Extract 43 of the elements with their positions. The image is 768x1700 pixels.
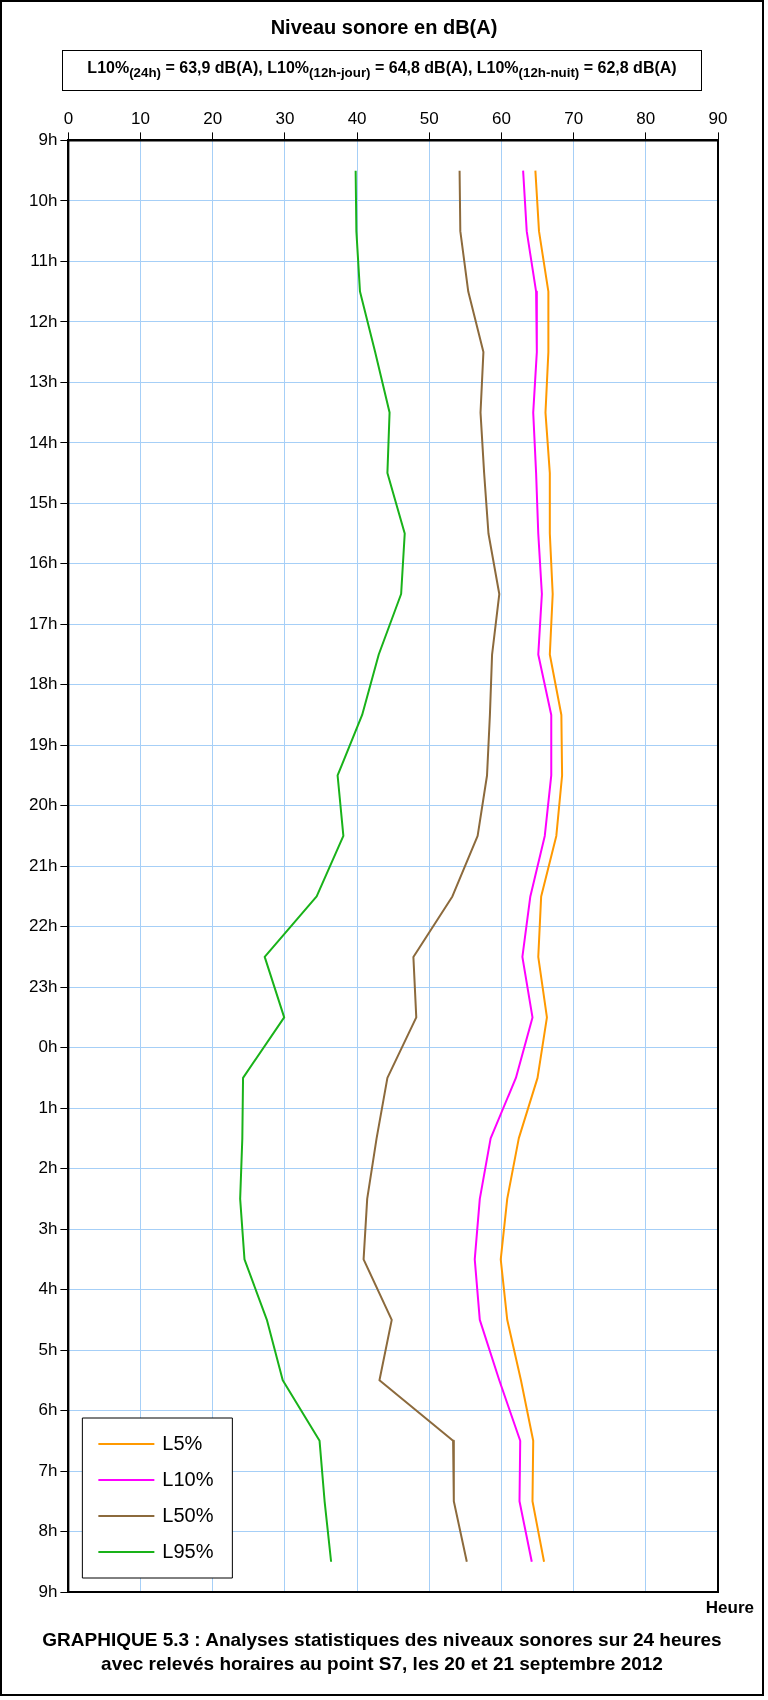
y-tick-label: 23h	[28, 976, 58, 996]
y-tick-label: 19h	[28, 734, 58, 754]
y-tick-label: 21h	[28, 855, 58, 875]
y-tick-label: 17h	[28, 613, 58, 633]
y-tick-label: 10h	[28, 190, 58, 210]
y-tick-label: 22h	[28, 916, 58, 936]
legend-label: L95%	[162, 1539, 214, 1562]
x-tick-label: 80	[636, 108, 656, 128]
y-tick-label: 14h	[28, 432, 58, 452]
y-tick-label: 20h	[28, 795, 58, 815]
y-tick-label: 9h	[38, 130, 58, 150]
legend-label: L5%	[162, 1431, 203, 1454]
y-tick-label: 0h	[38, 1037, 58, 1057]
x-tick-label: 70	[564, 108, 584, 128]
x-tick-label: 0	[63, 108, 74, 128]
y-tick-label: 4h	[38, 1279, 58, 1299]
legend-label: L10%	[162, 1467, 214, 1490]
y-tick-label: 5h	[38, 1339, 58, 1359]
x-tick-label: 50	[419, 108, 439, 128]
y-tick-label: 15h	[28, 492, 58, 512]
y-tick-label: 12h	[28, 311, 58, 331]
y-tick-label: 16h	[28, 553, 58, 573]
y-tick-label: 2h	[38, 1158, 58, 1178]
y-tick-label: 6h	[38, 1400, 58, 1420]
y-tick-label: 13h	[28, 372, 58, 392]
y-tick-label: 7h	[38, 1460, 58, 1480]
x-tick-label: 30	[275, 108, 295, 128]
x-axis-title: Niveau sonore en dB(A)	[269, 16, 499, 39]
y-tick-label: 11h	[30, 251, 58, 271]
x-tick-label: 60	[491, 108, 511, 128]
text: L10%$_{(24h)}$ = 63,9 dB(A), L10%$_{(12h-jour)}$ = 64,8 dB(A), L10%$_{(12h-nuit)}$ = 62,8 dB(A)	[62, 50, 702, 92]
x-tick-label: 20	[203, 108, 223, 128]
x-tick-label: 10	[131, 108, 151, 128]
y-tick-label: 8h	[38, 1521, 58, 1541]
y-tick-label: 9h	[38, 1581, 58, 1601]
x-tick-label: 90	[708, 108, 728, 128]
text: GRAPHIQUE 5.3 : Analyses statistiques des niveaux sonores sur 24 heures avec relevés horaires au point S7, les 20 et 21 septembre 2012	[41, 1628, 723, 1676]
y-tick-label: 3h	[38, 1218, 58, 1238]
y-tick-label: 18h	[28, 674, 58, 694]
y-tick-label: 1h	[38, 1097, 58, 1117]
legend-label: L50%	[162, 1503, 214, 1526]
y-axis-title: Heure	[705, 1598, 754, 1618]
x-tick-label: 40	[347, 108, 367, 128]
